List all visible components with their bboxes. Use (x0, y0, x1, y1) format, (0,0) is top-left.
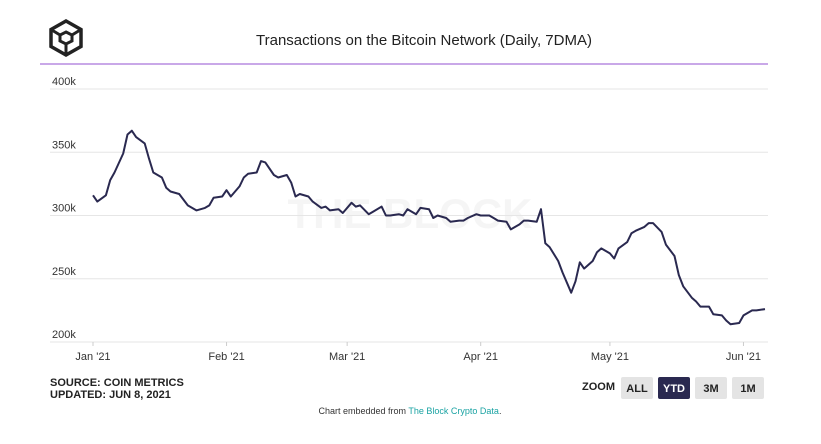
footer-text: Chart embedded from (319, 406, 409, 416)
x-tick-label: Mar '21 (329, 351, 365, 363)
y-tick-label: 400k (52, 76, 76, 88)
zoom-button[interactable]: ALL (621, 377, 653, 399)
zoom-button-label: 1M (740, 383, 755, 395)
x-tick-label: Apr '21 (463, 351, 498, 363)
zoom-button-label: 3M (703, 383, 718, 395)
zoom-label: ZOOM (582, 381, 615, 393)
zoom-button[interactable]: YTD (658, 377, 690, 399)
y-tick-label: 300k (52, 203, 76, 215)
x-tick-label: Jun '21 (726, 351, 761, 363)
y-tick-label: 250k (52, 266, 76, 278)
zoom-button-bg (658, 377, 690, 399)
zoom-button-bg (732, 377, 764, 399)
x-tick-label: May '21 (591, 351, 629, 363)
footer-end: . (499, 406, 502, 416)
footer-link[interactable]: The Block Crypto Data (408, 406, 499, 416)
source: SOURCE: COIN METRICS (50, 377, 184, 389)
zoom-buttons: ALL YTD 3M 1M (621, 377, 764, 399)
zoom-button[interactable]: 3M (695, 377, 727, 399)
updated: UPDATED: JUN 8, 2021 (50, 389, 171, 401)
plot-area: 200k 250k 300k 350k 400k Jan '21 Feb '21 Mar '2… (50, 76, 768, 363)
logo (49, 18, 83, 58)
zoom-button[interactable]: 1M (732, 377, 764, 399)
series-line (92, 129, 766, 326)
footer: Chart embedded from The Block Crypto Dat… (319, 406, 502, 416)
zoom-button-label: ALL (626, 383, 648, 395)
x-tick-label: Jan '21 (75, 351, 110, 363)
zoom-button-bg (695, 377, 727, 399)
x-tick-label: Feb '21 (208, 351, 244, 363)
y-tick-label: 350k (52, 139, 76, 151)
watermark: THE BLOCK (288, 190, 533, 237)
zoom-button-label: YTD (663, 383, 685, 395)
y-tick-label: 200k (52, 329, 76, 341)
chart-title: Transactions on the Bitcoin Network (Dai… (256, 32, 592, 49)
zoom-button-bg (621, 377, 653, 399)
logo-inner (58, 30, 74, 46)
